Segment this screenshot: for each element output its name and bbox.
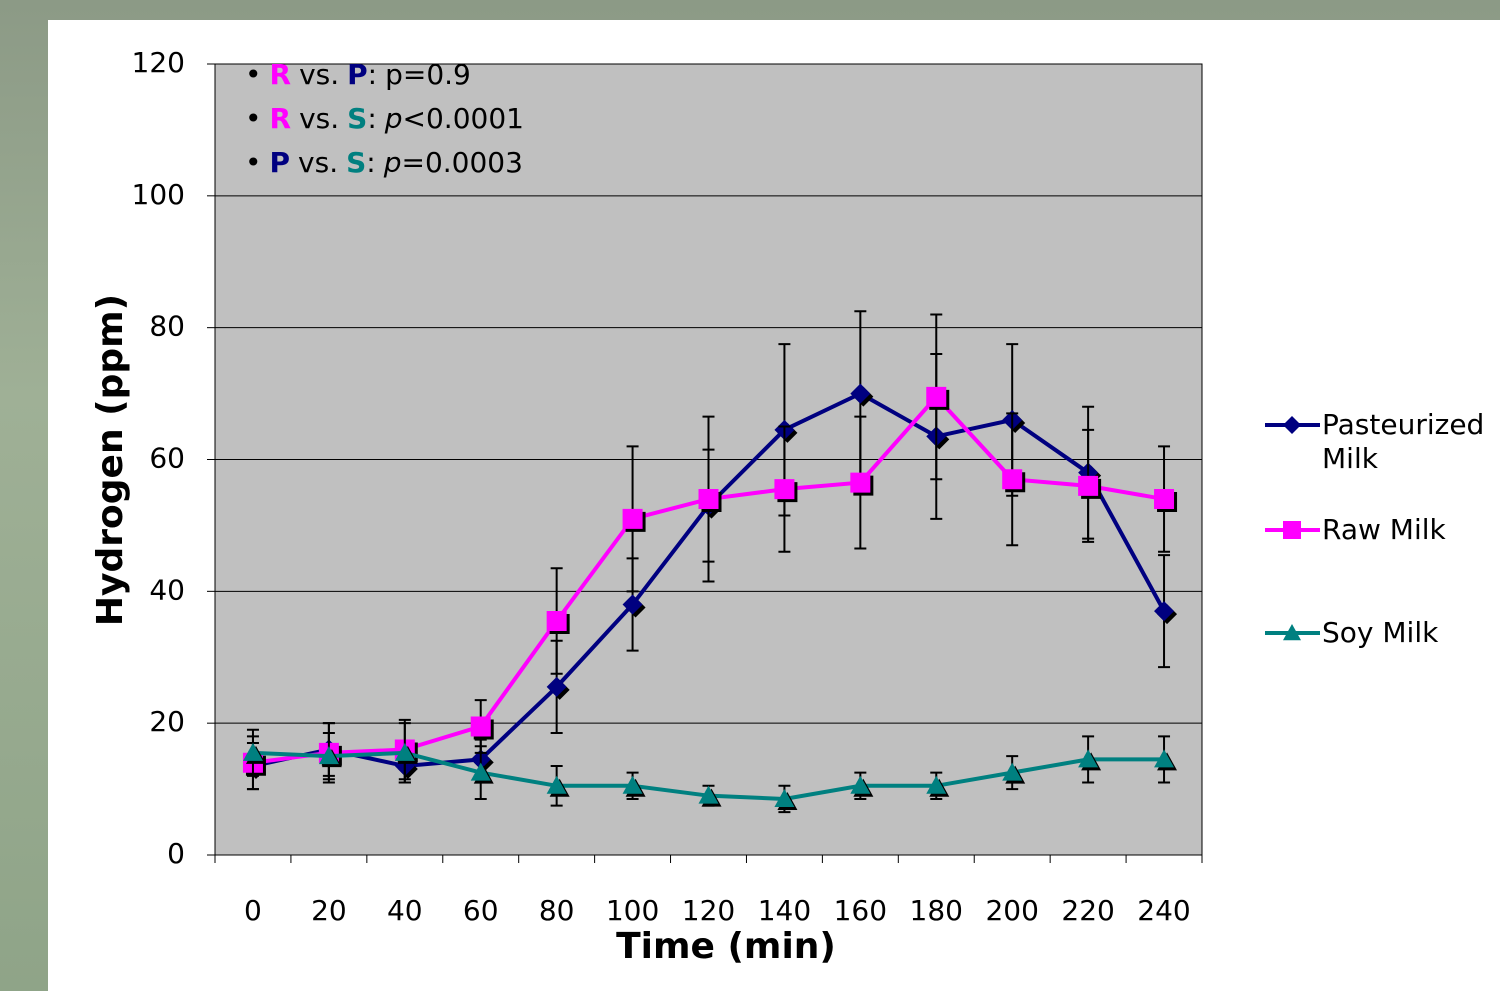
- x-tick-label: 60: [463, 894, 499, 927]
- annotation-part: S: [346, 146, 366, 179]
- marker: [546, 610, 567, 631]
- marker: [850, 472, 871, 493]
- annotation-part: =0.0003: [402, 146, 523, 179]
- annotation-part: vs.: [298, 146, 338, 179]
- marker: [774, 479, 795, 500]
- annotation-part: :: [368, 58, 377, 91]
- legend-marker: [1283, 624, 1301, 641]
- marker: [1002, 762, 1023, 781]
- marker: [698, 785, 719, 804]
- marker: [1078, 749, 1099, 768]
- marker: [546, 775, 567, 794]
- annotation-part: vs.: [299, 58, 339, 91]
- annotation-part: P: [270, 146, 291, 179]
- x-tick-label: 80: [539, 894, 575, 927]
- y-tick-label: 60: [149, 442, 185, 475]
- annotation-part: P: [347, 58, 368, 91]
- x-tick-label: 200: [985, 894, 1038, 927]
- marker: [850, 383, 871, 404]
- marker: [926, 775, 947, 794]
- x-tick-label: 240: [1137, 894, 1190, 927]
- plot-border: [214, 63, 1203, 856]
- marker: [318, 746, 339, 765]
- x-tick-label: 0: [244, 894, 262, 927]
- x-tick-label: 20: [311, 894, 347, 927]
- legend-label: Raw Milk: [1322, 513, 1446, 546]
- marker: [470, 762, 491, 781]
- marker: [1002, 469, 1023, 490]
- marker: [622, 508, 643, 529]
- marker: [850, 775, 871, 794]
- y-tick-label: 80: [149, 310, 185, 343]
- x-tick-label: 220: [1061, 894, 1114, 927]
- marker: [546, 676, 567, 697]
- annotation-part: p: [384, 102, 403, 135]
- annotation-part: p: [383, 146, 402, 179]
- annotation-part: R: [270, 102, 292, 135]
- annotation-part: S: [347, 102, 367, 135]
- y-tick-label: 40: [149, 573, 185, 606]
- x-tick-label: 100: [606, 894, 659, 927]
- marker: [622, 775, 643, 794]
- y-tick-label: 100: [132, 178, 185, 211]
- marker: [1154, 749, 1175, 768]
- marker: [242, 742, 263, 761]
- annotation-part: •: [245, 58, 262, 91]
- annotation-part: •: [245, 102, 262, 135]
- y-tick-label: 0: [167, 837, 185, 870]
- legend-label: Soy Milk: [1322, 616, 1439, 649]
- x-tick-label: 140: [758, 894, 811, 927]
- annotation-part: •: [245, 146, 262, 179]
- annotation-part: p=0.9: [385, 58, 471, 91]
- x-tick-label: 160: [834, 894, 887, 927]
- marker: [622, 594, 643, 615]
- y-axis-title: Hydrogen (ppm): [90, 294, 131, 626]
- legend-label: Pasteurized Milk: [1322, 408, 1485, 475]
- x-tick-label: 40: [387, 894, 423, 927]
- marker: [1154, 489, 1175, 510]
- x-axis-title: Time (min): [616, 926, 836, 967]
- marker: [774, 788, 795, 807]
- y-tick-label: 120: [132, 46, 185, 79]
- marker: [698, 489, 719, 510]
- legend-marker: [1283, 416, 1301, 434]
- annotation-part: :: [367, 102, 376, 135]
- marker: [470, 716, 491, 737]
- marker: [394, 742, 415, 761]
- marker: [1154, 601, 1175, 622]
- y-tick-label: 20: [149, 705, 185, 738]
- annotation-part: vs.: [299, 102, 339, 135]
- annotation-part: R: [270, 58, 292, 91]
- annotation-part: <0.0001: [403, 102, 524, 135]
- marker: [926, 386, 947, 407]
- x-tick-label: 120: [682, 894, 735, 927]
- legend-marker: [1283, 521, 1301, 539]
- marker: [1078, 475, 1099, 496]
- x-tick-label: 180: [910, 894, 963, 927]
- annotation-part: :: [366, 146, 375, 179]
